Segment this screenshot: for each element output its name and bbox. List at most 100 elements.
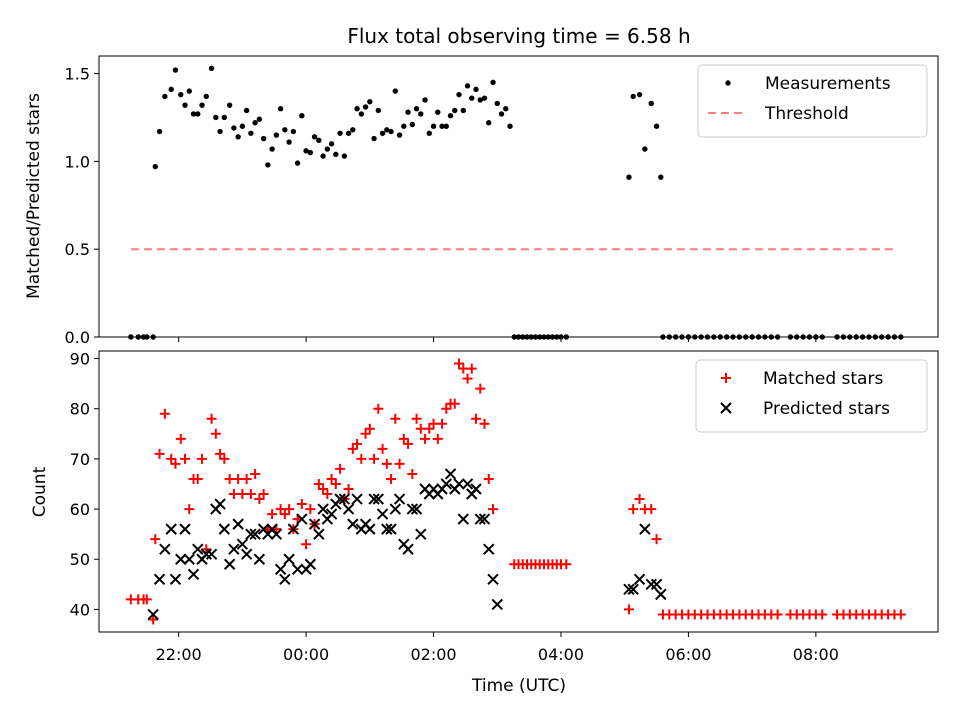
- series-0-point: [651, 534, 662, 545]
- legend-box: [695, 359, 928, 433]
- series-1-point: [291, 563, 304, 575]
- series-1-point: [270, 528, 283, 540]
- x-tick-label: 06:00: [665, 645, 711, 664]
- series-0-point: [352, 438, 363, 449]
- series-1-point: [296, 513, 308, 525]
- series-0-point: [473, 86, 479, 93]
- legend-marker: [720, 402, 732, 414]
- series-0-point: [388, 128, 394, 135]
- series-1-point: [325, 508, 338, 520]
- series-0-point: [260, 135, 267, 142]
- series-0-point: [469, 95, 475, 101]
- series-1-point: [308, 518, 321, 530]
- series-1-point: [249, 528, 261, 540]
- series-0-point: [248, 130, 254, 136]
- series-1-point: [372, 493, 385, 505]
- series-1-point: [650, 578, 663, 591]
- series-1-point: [232, 518, 244, 530]
- series-0-point: [341, 153, 348, 159]
- series-1-point: [169, 573, 182, 586]
- series-0-point: [356, 453, 367, 464]
- series-0-point: [159, 408, 170, 419]
- series-1-point: [487, 573, 499, 586]
- series-1-point: [415, 528, 427, 540]
- x-tick-label: 08:00: [793, 645, 839, 664]
- series-0-point: [454, 358, 465, 369]
- series-0-point: [466, 363, 477, 374]
- series-1-point: [279, 573, 291, 586]
- series-1-point: [317, 503, 329, 515]
- series-1-point: [385, 523, 397, 535]
- series-0-point: [154, 448, 165, 459]
- series-1-point: [453, 478, 465, 490]
- series-0-point: [215, 448, 226, 459]
- series-0-point: [486, 120, 492, 126]
- series-0-point: [241, 473, 252, 484]
- series-1-point: [253, 553, 266, 565]
- series-0-point: [299, 113, 305, 119]
- series-0-point: [507, 123, 513, 129]
- axes-frame: [98, 350, 939, 633]
- axes-frame: [98, 55, 939, 338]
- series-1-point: [381, 523, 393, 535]
- y-tick-label: 1.5: [65, 65, 90, 84]
- series-0-point: [290, 128, 297, 135]
- bottom-y-axis-label: Count: [30, 466, 50, 517]
- x-tick-label: 22:00: [156, 645, 202, 664]
- series-0-point: [267, 509, 278, 520]
- series-0-point: [250, 468, 261, 479]
- series-1-point: [175, 553, 187, 565]
- legend-marker: [721, 373, 731, 383]
- series-1-point: [406, 503, 419, 515]
- series-0-point: [488, 504, 499, 515]
- series-0-point: [646, 504, 657, 515]
- series-0-point: [201, 544, 212, 555]
- series-1-point: [351, 493, 363, 505]
- series-0-point: [235, 134, 241, 140]
- series-0-point: [623, 604, 634, 615]
- series-0-point: [377, 443, 388, 454]
- series-0-point: [343, 483, 354, 494]
- series-0-point: [443, 123, 449, 129]
- series-0-point: [642, 146, 648, 152]
- top-y-axis-label: Matched/Predicted stars: [24, 93, 44, 299]
- series-0-point: [152, 163, 158, 170]
- series-0-point: [462, 373, 473, 384]
- legend: Matched stars Predicted stars: [695, 359, 928, 433]
- series-0-point: [772, 609, 783, 620]
- series-1-point: [287, 523, 300, 535]
- series-1-point: [389, 503, 402, 515]
- series-0-point: [286, 139, 292, 145]
- series-0-point: [375, 107, 382, 114]
- series-0-point: [318, 483, 329, 494]
- series-1-point: [457, 513, 469, 525]
- series-0-point: [401, 123, 407, 129]
- series-0-point: [330, 478, 341, 489]
- series-1-point: [334, 493, 346, 505]
- y-tick-label: 0.5: [65, 240, 90, 259]
- series-1-point: [147, 608, 159, 621]
- series-1-point: [183, 553, 195, 565]
- series-1-point: [245, 528, 257, 540]
- series-1-point: [655, 588, 667, 601]
- series-0-point: [237, 489, 248, 500]
- series-0-point: [360, 428, 371, 439]
- series-0-point: [435, 109, 441, 115]
- series-1-point: [192, 543, 204, 555]
- series-0-point: [396, 132, 403, 138]
- series-1-point: [393, 493, 406, 505]
- series-1-point: [313, 528, 325, 540]
- series-0-point: [458, 363, 469, 374]
- series-0-point: [166, 453, 177, 464]
- y-tick-label: 80: [70, 400, 90, 419]
- series-0-point: [178, 91, 184, 98]
- series-0-point: [630, 93, 636, 100]
- series-0-point: [256, 116, 263, 122]
- series-0-point: [367, 98, 373, 105]
- series-0-point: [233, 473, 244, 484]
- series-1-point: [274, 563, 287, 575]
- series-0-point: [199, 102, 205, 108]
- series-0-point: [210, 428, 221, 439]
- series-0-point: [328, 141, 335, 147]
